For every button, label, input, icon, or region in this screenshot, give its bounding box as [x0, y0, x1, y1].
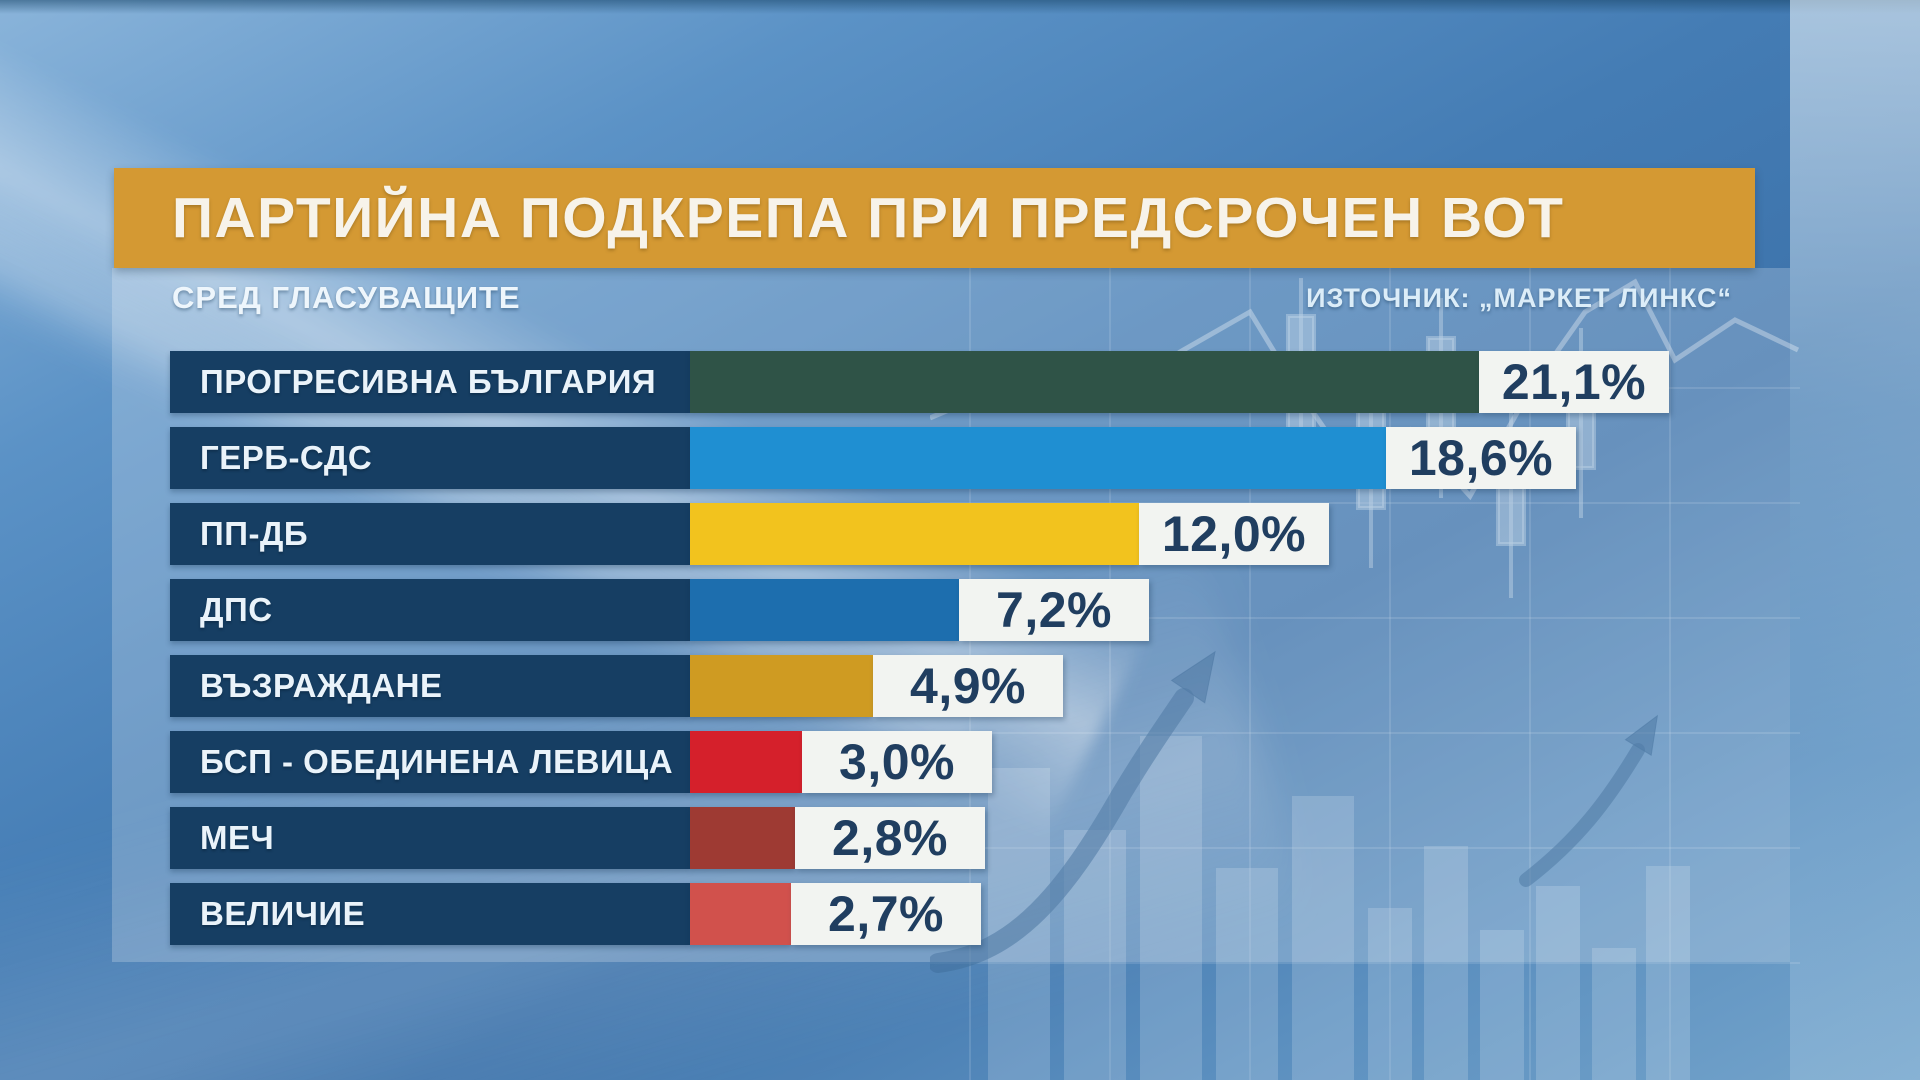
party-label-box: МЕЧ [170, 807, 690, 869]
table-row: ПП-ДБ 12,0% [170, 503, 1669, 565]
value-label-box: 2,7% [791, 883, 981, 945]
party-label: ГЕРБ-СДС [200, 439, 373, 476]
value-label: 18,6% [1408, 430, 1554, 486]
value-label: 4,9% [910, 658, 1026, 714]
right-light-band [1790, 0, 1920, 1080]
title-banner: ПАРТИЙНА ПОДКРЕПА ПРИ ПРЕДСРОЧЕН ВОТ [114, 168, 1755, 268]
party-label-box: ВЕЛИЧИЕ [170, 883, 690, 945]
party-label: ВЕЛИЧИЕ [200, 895, 366, 932]
table-row: МЕЧ 2,8% [170, 807, 1669, 869]
bar-chart-rows: ПРОГРЕСИВНА БЪЛГАРИЯ 21,1% ГЕРБ-СДС 18,6… [170, 351, 1669, 959]
value-label: 2,8% [832, 810, 948, 866]
party-label: ПП-ДБ [200, 515, 309, 552]
party-label: МЕЧ [200, 819, 275, 856]
table-row: БСП - ОБЕДИНЕНА ЛЕВИЦА 3,0% [170, 731, 1669, 793]
bar [690, 883, 791, 945]
value-label-box: 18,6% [1386, 427, 1576, 489]
bar [690, 731, 802, 793]
value-label-box: 4,9% [873, 655, 1063, 717]
party-label: ВЪЗРАЖДАНЕ [200, 667, 443, 704]
page-title: ПАРТИЙНА ПОДКРЕПА ПРИ ПРЕДСРОЧЕН ВОТ [172, 186, 1565, 250]
value-label-box: 3,0% [802, 731, 992, 793]
party-label-box: ПРОГРЕСИВНА БЪЛГАРИЯ [170, 351, 690, 413]
table-row: ГЕРБ-СДС 18,6% [170, 427, 1669, 489]
value-label: 3,0% [839, 734, 955, 790]
bar [690, 427, 1386, 489]
table-row: ВЪЗРАЖДАНЕ 4,9% [170, 655, 1669, 717]
party-label-box: ДПС [170, 579, 690, 641]
subtitle-row: СРЕД ГЛАСУВАЩИТЕ ИЗТОЧНИК: „МАРКЕТ ЛИНКС… [172, 280, 1732, 324]
top-edge-shade [0, 0, 1920, 14]
party-label: БСП - ОБЕДИНЕНА ЛЕВИЦА [200, 743, 674, 780]
value-label-box: 12,0% [1139, 503, 1329, 565]
table-row: ПРОГРЕСИВНА БЪЛГАРИЯ 21,1% [170, 351, 1669, 413]
table-row: ДПС 7,2% [170, 579, 1669, 641]
party-label-box: БСП - ОБЕДИНЕНА ЛЕВИЦА [170, 731, 690, 793]
value-label-box: 7,2% [959, 579, 1149, 641]
party-label: ДПС [200, 591, 273, 628]
party-label-box: ГЕРБ-СДС [170, 427, 690, 489]
bar [690, 807, 795, 869]
party-label-box: ПП-ДБ [170, 503, 690, 565]
bar [690, 351, 1479, 413]
value-label: 2,7% [828, 886, 944, 942]
source-attribution: ИЗТОЧНИК: „МАРКЕТ ЛИНКС“ [1306, 283, 1732, 313]
value-label: 12,0% [1161, 506, 1307, 562]
bar [690, 655, 873, 717]
value-label-box: 21,1% [1479, 351, 1669, 413]
value-label: 7,2% [996, 582, 1112, 638]
value-label: 21,1% [1501, 354, 1647, 410]
bar [690, 579, 959, 641]
bar [690, 503, 1139, 565]
party-label: ПРОГРЕСИВНА БЪЛГАРИЯ [200, 363, 657, 400]
party-label-box: ВЪЗРАЖДАНЕ [170, 655, 690, 717]
value-label-box: 2,8% [795, 807, 985, 869]
chart-subtitle: СРЕД ГЛАСУВАЩИТЕ [172, 280, 521, 315]
table-row: ВЕЛИЧИЕ 2,7% [170, 883, 1669, 945]
